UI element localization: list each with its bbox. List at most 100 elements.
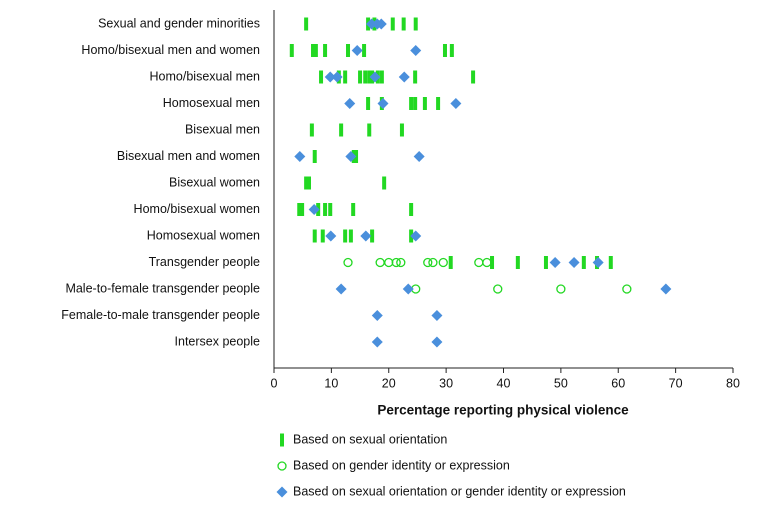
- data-point: [348, 229, 353, 243]
- data-point: [409, 97, 414, 110]
- data-point: [311, 44, 316, 57]
- data-point: [312, 229, 317, 243]
- data-point: [608, 256, 613, 269]
- legend-marker: [280, 433, 284, 447]
- data-point: [490, 256, 495, 269]
- x-tick-label: 20: [382, 376, 396, 390]
- data-point: [375, 257, 385, 268]
- data-point: [592, 257, 604, 268]
- data-point: [351, 203, 356, 216]
- x-tick-label: 70: [669, 376, 683, 390]
- data-point: [343, 70, 348, 84]
- data-point: [442, 44, 447, 57]
- data-point: [325, 230, 337, 242]
- data-point: [366, 18, 378, 30]
- data-point: [471, 70, 476, 84]
- data-point: [515, 256, 520, 269]
- data-point: [320, 229, 325, 243]
- data-point: [581, 256, 586, 269]
- data-point: [428, 257, 438, 268]
- x-tick-label: 50: [554, 376, 568, 390]
- data-point: [289, 44, 294, 57]
- category-label: Homo/bisexual men and women: [81, 43, 260, 57]
- data-point: [413, 151, 425, 162]
- data-point: [294, 151, 306, 162]
- category-label: Transgender people: [149, 255, 260, 269]
- data-point: [339, 123, 344, 137]
- data-point: [568, 257, 580, 268]
- data-point: [402, 283, 414, 295]
- data-point: [431, 336, 443, 348]
- data-point: [379, 70, 384, 84]
- data-point: [371, 336, 383, 348]
- data-point: [396, 257, 406, 268]
- data-point: [401, 17, 406, 31]
- data-point: [362, 44, 367, 57]
- data-point: [399, 123, 404, 137]
- data-point: [622, 284, 632, 294]
- data-point: [343, 229, 348, 243]
- data-point: [358, 70, 363, 84]
- data-point: [346, 44, 351, 57]
- data-point: [300, 203, 305, 216]
- data-point: [331, 71, 343, 83]
- data-point: [308, 204, 320, 215]
- data-point: [431, 310, 443, 321]
- data-point: [448, 256, 453, 269]
- data-point: [312, 150, 317, 163]
- category-label: Male-to-female transgender people: [65, 281, 260, 295]
- data-point: [660, 283, 672, 295]
- data-point: [413, 17, 418, 31]
- data-point: [319, 70, 324, 84]
- legend-label: Based on gender identity or expression: [293, 458, 510, 472]
- category-label: Homosexual women: [147, 228, 260, 242]
- data-point: [369, 71, 381, 83]
- category-label: Homo/bisexual men: [150, 69, 261, 83]
- data-point: [313, 44, 318, 57]
- category-label: Female-to-male transgender people: [61, 308, 260, 322]
- data-point: [382, 176, 387, 190]
- data-point: [351, 45, 363, 56]
- x-tick-label: 10: [324, 376, 338, 390]
- category-label: Homosexual men: [163, 96, 260, 110]
- data-point: [390, 17, 395, 31]
- data-point: [323, 44, 328, 57]
- data-point: [423, 257, 433, 268]
- data-point: [367, 123, 372, 137]
- data-point: [323, 203, 328, 216]
- data-point: [304, 176, 309, 190]
- x-tick-label: 40: [497, 376, 511, 390]
- data-point: [413, 97, 418, 110]
- data-point: [438, 257, 448, 268]
- legend-label: Based on sexual orientation: [293, 432, 447, 446]
- data-point: [398, 71, 410, 83]
- data-point: [328, 203, 333, 216]
- data-point: [375, 18, 387, 30]
- data-point: [306, 176, 311, 190]
- data-point: [391, 257, 401, 268]
- data-point: [474, 257, 484, 268]
- x-axis-title: Percentage reporting physical violence: [377, 403, 629, 418]
- data-point: [410, 45, 422, 56]
- data-point: [363, 70, 368, 84]
- data-point: [324, 71, 336, 83]
- data-point: [436, 97, 441, 110]
- category-label: Sexual and gender minorities: [98, 16, 260, 30]
- data-point: [493, 284, 503, 294]
- data-point: [482, 257, 492, 268]
- data-point: [343, 257, 353, 268]
- data-point: [409, 203, 414, 216]
- data-point: [422, 97, 427, 110]
- data-point: [344, 98, 356, 109]
- x-tick-label: 80: [726, 376, 740, 390]
- data-point: [543, 256, 548, 269]
- category-label: Intersex people: [175, 334, 261, 348]
- category-label: Homo/bisexual women: [134, 202, 260, 216]
- data-point: [384, 257, 394, 268]
- data-point: [556, 284, 566, 294]
- legend-marker: [277, 461, 287, 471]
- data-point: [377, 98, 389, 109]
- data-point: [370, 229, 375, 243]
- legend-label: Based on sexual orientation or gender id…: [293, 484, 626, 498]
- data-point: [450, 98, 462, 109]
